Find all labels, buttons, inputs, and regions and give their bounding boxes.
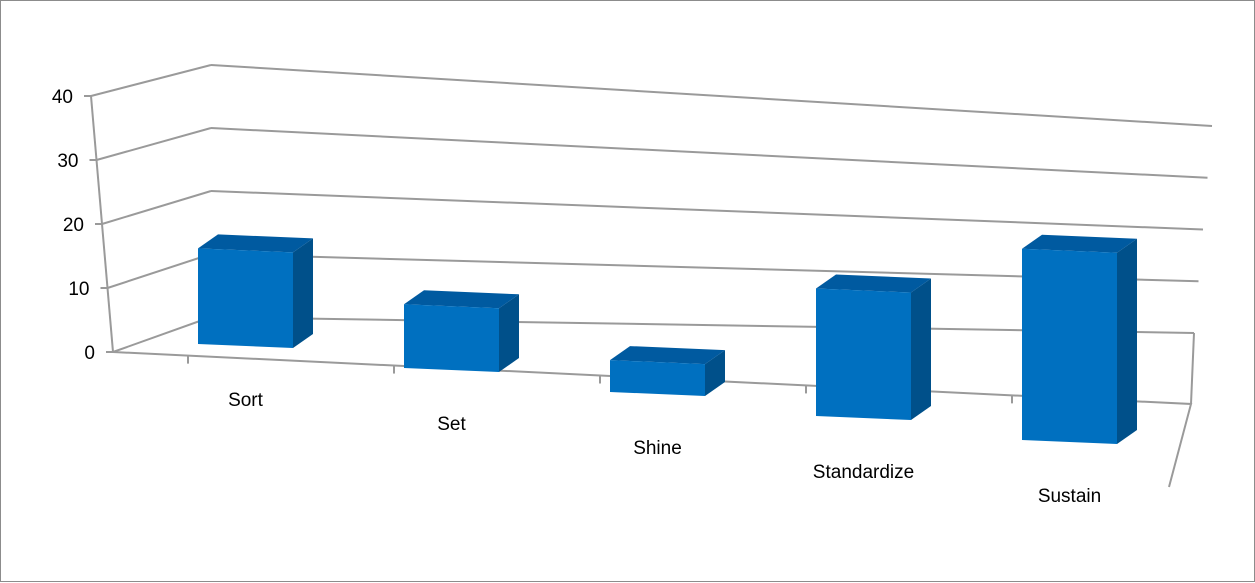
- bar-side-sort: [293, 238, 313, 348]
- bar-set: [404, 304, 499, 372]
- gridline-side: [90, 64, 212, 97]
- bar-top-set: [404, 290, 519, 309]
- gridline-back: [210, 127, 1208, 179]
- bars: [198, 234, 1137, 444]
- bar-top-sustain: [1022, 234, 1137, 253]
- y-tick-label: 40: [52, 87, 73, 108]
- y-tick-label: 30: [57, 151, 78, 172]
- x-category-label: Sustain: [1038, 486, 1101, 507]
- bar-side-set: [499, 294, 519, 372]
- gridlines: [84, 64, 1213, 353]
- bar-shine: [610, 360, 705, 396]
- gridline-side: [107, 253, 212, 289]
- bar-top-sort: [198, 234, 313, 253]
- gridline-side: [101, 190, 212, 225]
- bar-side-standardize: [911, 278, 931, 420]
- x-category-label: Standardize: [813, 462, 914, 483]
- bar-side-sustain: [1117, 238, 1137, 444]
- gridline-side: [96, 127, 212, 161]
- bar-side-shine: [705, 350, 725, 396]
- gridline-side: [112, 316, 212, 353]
- bar-sort: [198, 248, 293, 348]
- gridline-back: [210, 64, 1213, 127]
- y-tick-label: 0: [84, 343, 95, 364]
- bar-standardize: [816, 288, 911, 420]
- x-category-label: Sort: [228, 390, 264, 411]
- x-category-label: Set: [437, 414, 466, 435]
- y-axis-tick-labels: 0 10 20 30 40: [52, 87, 95, 364]
- bar-top-standardize: [816, 274, 931, 293]
- x-category-label: Shine: [633, 438, 682, 459]
- gridline-back: [210, 190, 1204, 231]
- x-axis-category-labels: Sort Set Shine Standardize Sustain: [187, 355, 1101, 507]
- y-tick-label: 10: [68, 279, 89, 300]
- y-tick-label: 20: [63, 215, 84, 236]
- bar-top-shine: [610, 346, 725, 365]
- floor-right-edge: [1190, 332, 1195, 405]
- bar-sustain: [1022, 248, 1117, 444]
